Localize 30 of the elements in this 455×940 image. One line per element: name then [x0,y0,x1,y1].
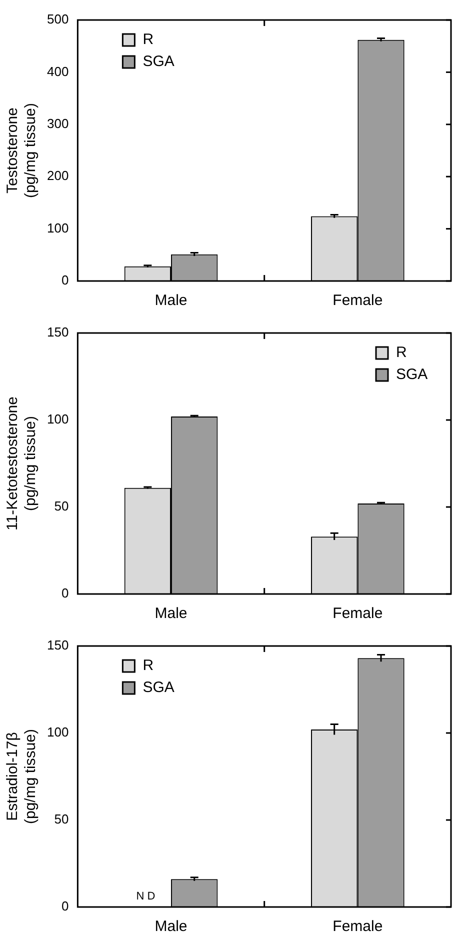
x-tick-label: Male [154,605,188,622]
y-tick-label: 0 [61,898,69,914]
y-tick-label: 100 [46,412,69,427]
legend-label: SGA [396,366,428,384]
y-tick-label: 300 [46,116,69,131]
y-tick-label: 50 [54,498,69,514]
x-tick-label: Female [332,605,383,622]
y-tick-label: 50 [54,812,69,827]
legend-label: SGA [142,53,174,70]
y-tick-label: 150 [46,638,69,653]
legend-label: SGA [142,679,174,696]
y-axis-title: Testosterone (pg/mg tissue) [4,102,40,198]
y-tick-label: 400 [46,64,69,79]
x-tick-label: Female [332,292,383,310]
y-tick-label: 100 [46,724,69,740]
y-tick-label: 0 [61,586,69,601]
x-tick-label: Male [154,918,188,936]
legend-label: R [396,344,407,362]
y-tick-label: 0 [61,272,69,288]
x-tick-label: Male [154,292,188,310]
y-tick-label: 500 [46,12,69,27]
y-tick-label: 200 [46,168,69,184]
y-axis-title: Estradiol-17β (pg/mg tissue) [4,728,40,824]
y-axis-title: 11-Ketotestosterone (pg/mg tissue) [4,396,40,530]
y-tick-label: 100 [46,220,69,236]
legend-label: R [142,657,154,674]
y-tick-label: 150 [46,324,69,340]
annotation: N D [136,890,156,903]
legend-label: R [142,31,154,48]
x-tick-label: Female [332,918,383,936]
